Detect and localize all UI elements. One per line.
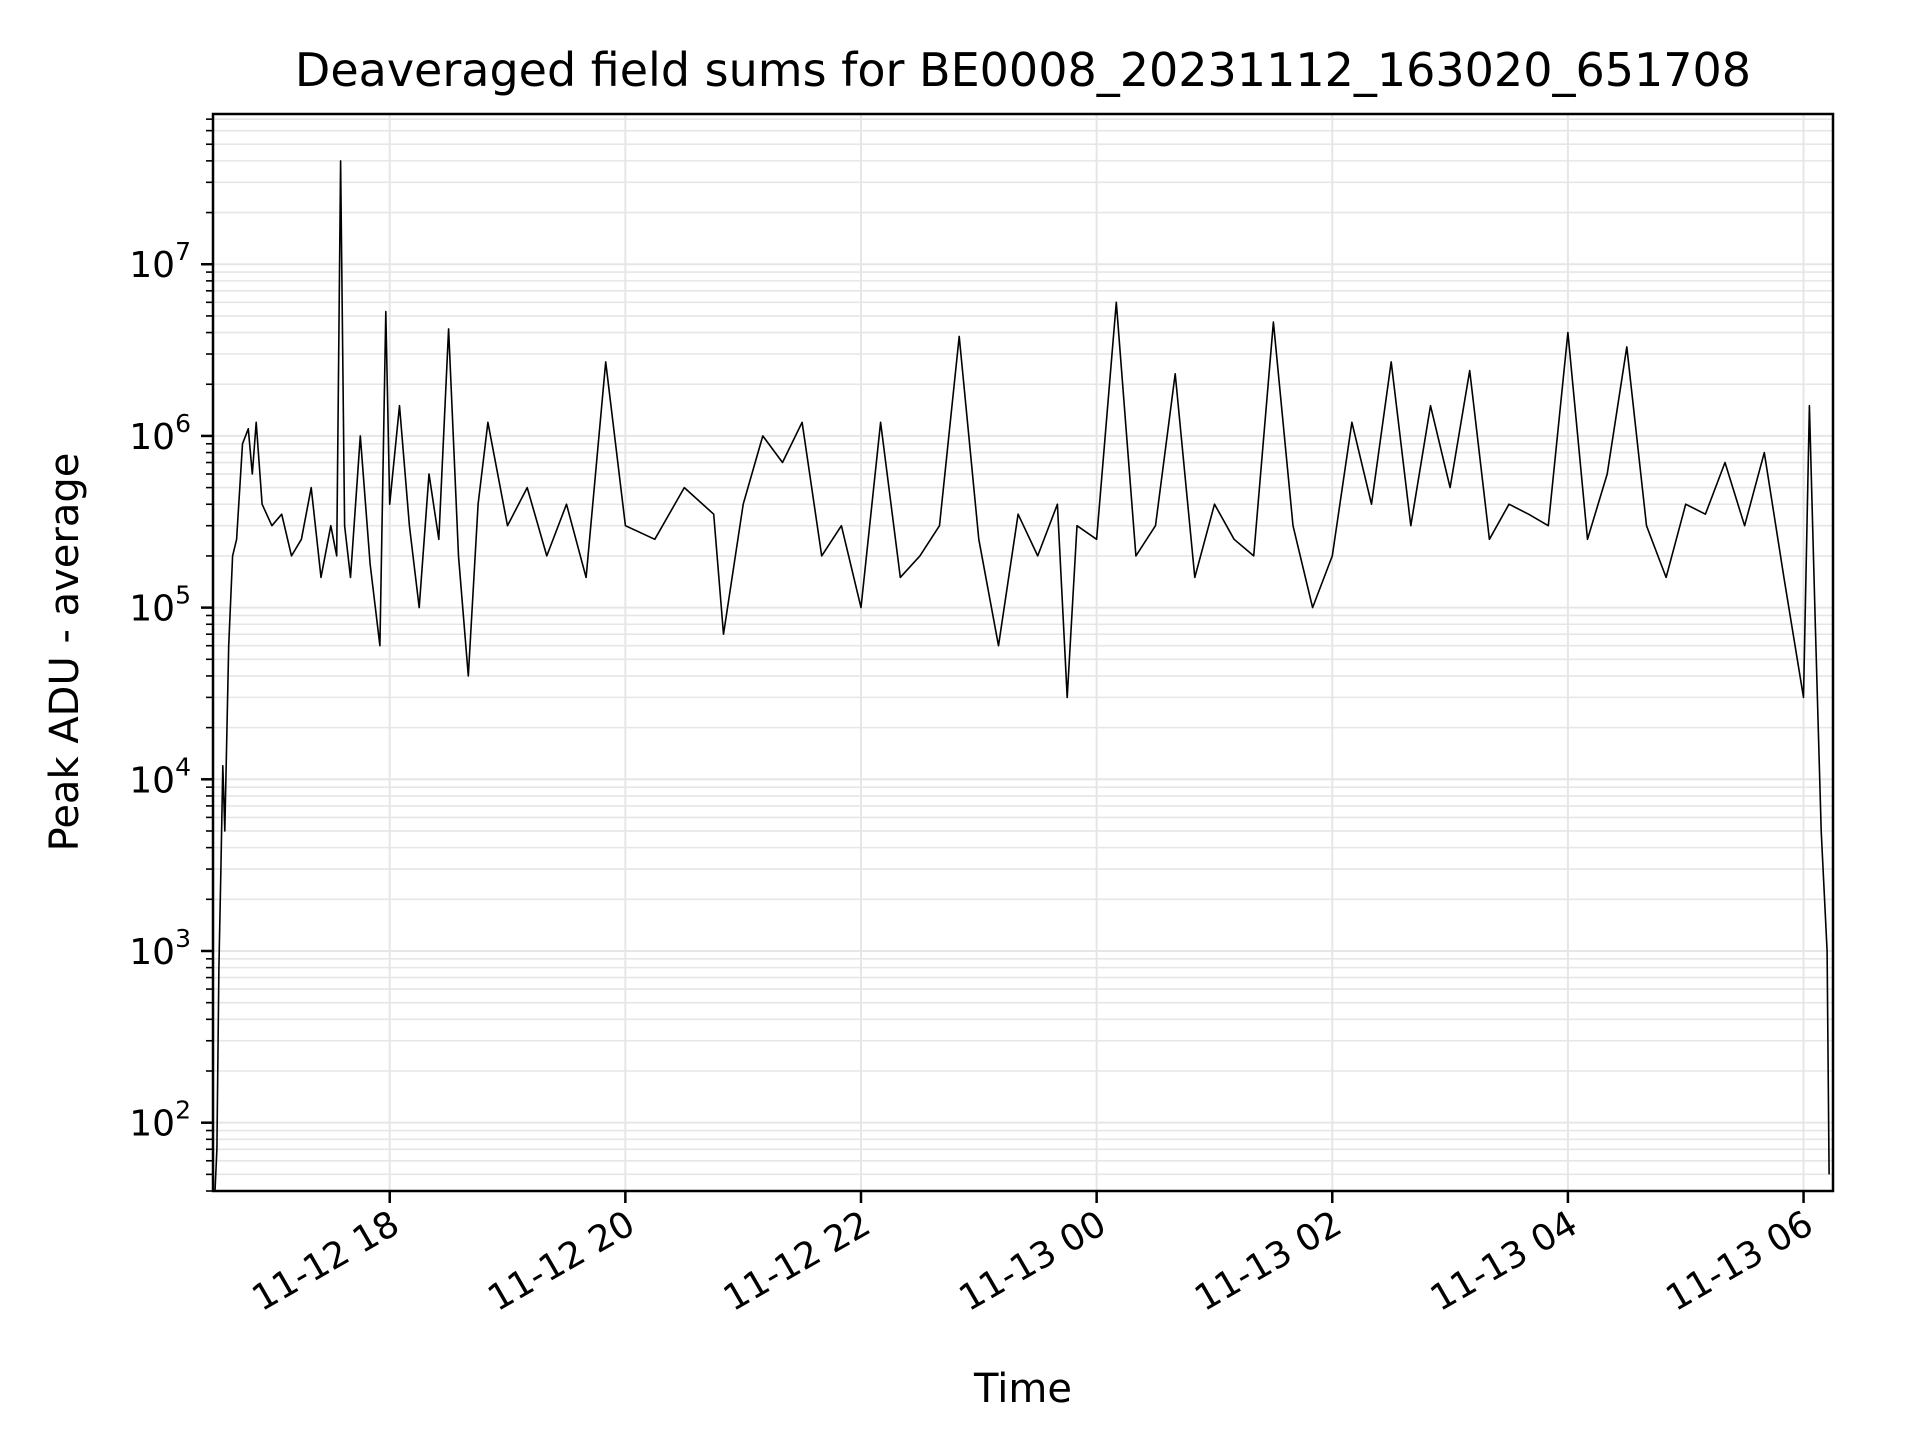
x-axis-label: Time xyxy=(973,1366,1072,1412)
y-axis-label: Peak ADU - average xyxy=(42,453,88,852)
y-tick-base: 10 xyxy=(129,245,175,286)
y-tick-label: 103 xyxy=(129,924,191,973)
axes-frame xyxy=(211,112,1835,1193)
y-tick-base: 10 xyxy=(129,417,175,458)
y-tick-exponent: 3 xyxy=(175,924,191,953)
line-layer xyxy=(214,160,1830,1192)
y-tick-label: 107 xyxy=(129,237,191,286)
y-tick-base: 10 xyxy=(129,1104,175,1145)
y-tick-label: 104 xyxy=(129,752,191,801)
y-tick-exponent: 7 xyxy=(175,237,191,266)
y-tick-base: 10 xyxy=(129,932,175,973)
chart-title: Deaveraged field sums for BE0008_2023111… xyxy=(295,43,1751,97)
y-tick-label: 106 xyxy=(129,409,191,458)
y-tick-exponent: 5 xyxy=(175,581,191,610)
y-tick-base: 10 xyxy=(129,589,175,630)
y-tick-exponent: 2 xyxy=(175,1096,191,1125)
grid-layer xyxy=(213,114,1833,1192)
y-tick-label: 102 xyxy=(129,1096,191,1145)
y-tick-exponent: 4 xyxy=(175,752,191,781)
y-tick-base: 10 xyxy=(129,760,175,801)
series-line xyxy=(214,160,1830,1192)
y-tick-exponent: 6 xyxy=(175,409,191,438)
y-tick-label: 105 xyxy=(129,581,191,630)
